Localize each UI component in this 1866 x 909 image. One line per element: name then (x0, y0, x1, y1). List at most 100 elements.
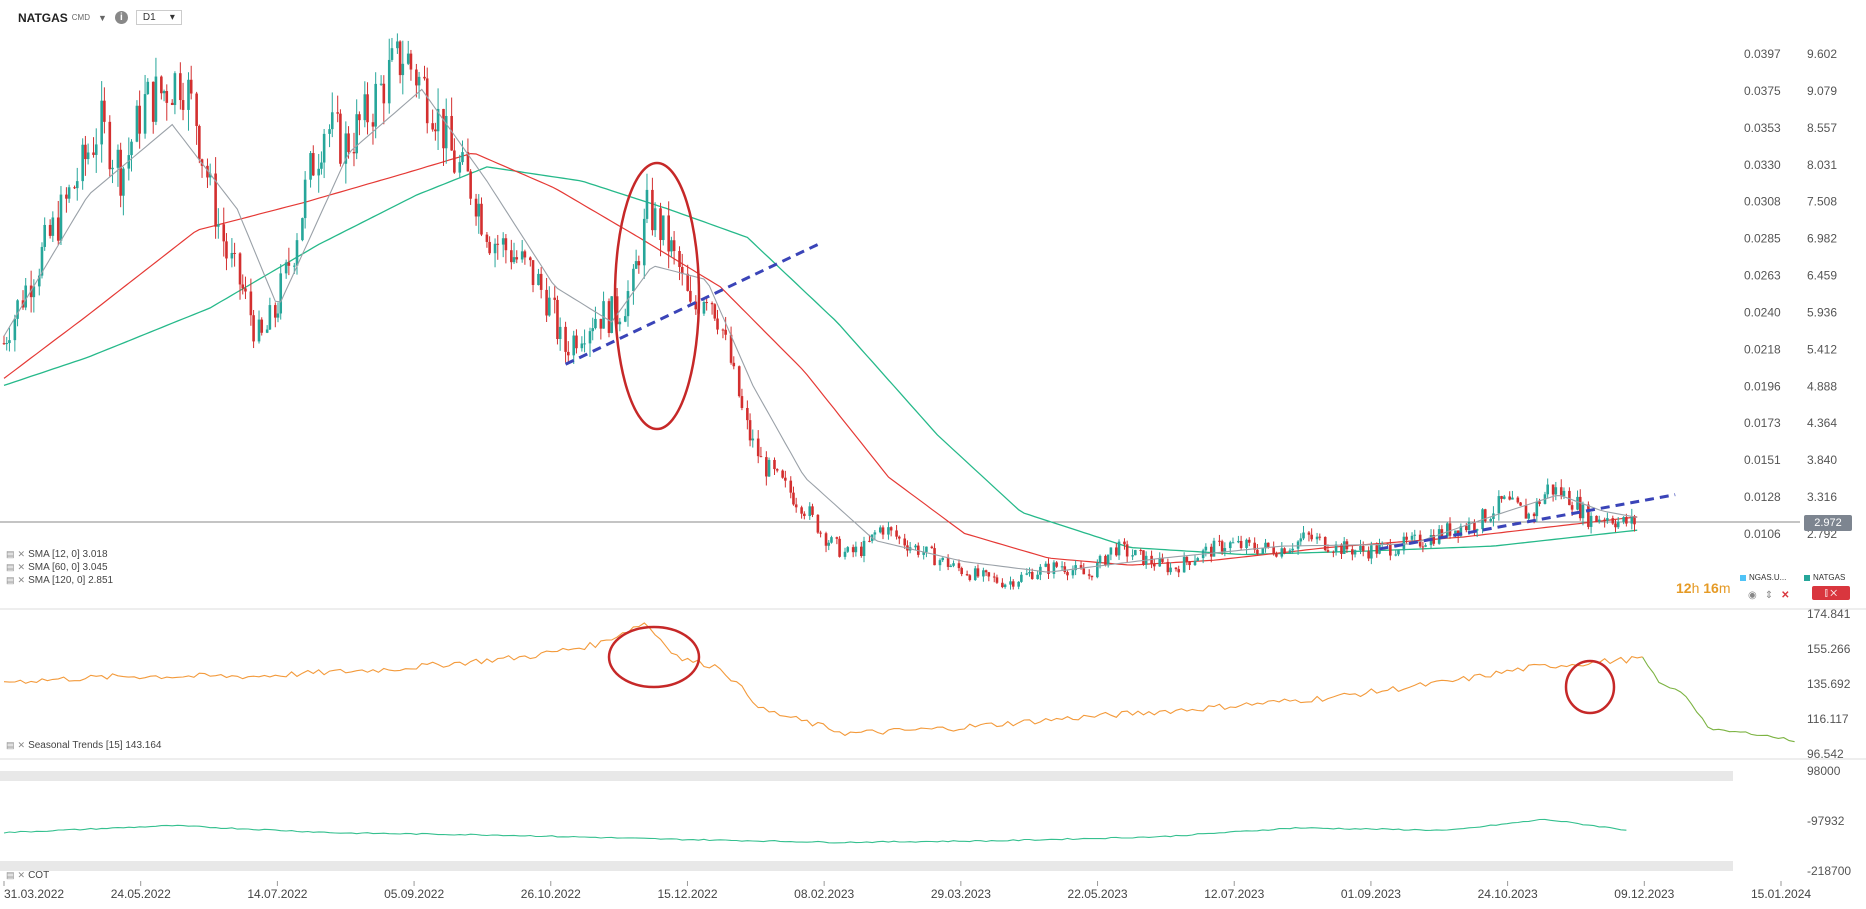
candle-body (670, 240, 673, 252)
cot-band-bottom (0, 861, 1733, 871)
y-tick-label: 8.557 (1807, 121, 1837, 135)
candle-body (1106, 554, 1110, 566)
cot-panel (3, 818, 1627, 844)
close-icon[interactable]: ✕ (17, 575, 26, 585)
candle-body (1511, 497, 1514, 500)
candle-body (1090, 575, 1094, 578)
candle-body (946, 557, 950, 567)
candle-body (523, 251, 527, 258)
y-tick-label: 9.602 (1807, 47, 1837, 61)
candle-body (767, 459, 771, 477)
candle-body (1334, 544, 1338, 553)
candle-body (982, 570, 985, 577)
sort-icon[interactable]: ⇕ (1764, 590, 1774, 601)
candle-body (1570, 505, 1574, 510)
settings-icon[interactable]: ▤ (6, 549, 15, 559)
eye-icon[interactable]: ◉ (1748, 590, 1757, 601)
cot-label[interactable]: ▤ ✕ COT (6, 870, 49, 881)
candle-body (1508, 496, 1512, 500)
candle-body (1185, 556, 1189, 562)
candle-body (1595, 515, 1598, 522)
candle-body (1535, 501, 1539, 517)
candle-body (889, 527, 893, 531)
legend-ngas-text: NGAS.U... (1749, 573, 1787, 582)
candle-body (458, 162, 462, 173)
candle-body (1378, 544, 1381, 554)
current-price-tag: 2.972 (1804, 515, 1852, 531)
candle-body (301, 218, 304, 241)
candle-body (238, 253, 242, 285)
sma120-label[interactable]: ▤ ✕ SMA [120, 0] 2.851 (6, 575, 113, 586)
candle-body (217, 224, 220, 227)
x-tick-label: 14.07.2022 (247, 887, 307, 901)
candle-body (488, 241, 491, 254)
y-tick-label-secondary: 0.0375 (1744, 84, 1781, 98)
candle-body (930, 546, 934, 549)
annotation-ellipse (613, 161, 701, 431)
candle-body (588, 331, 592, 344)
candle-body (328, 129, 331, 134)
candle-body (1223, 548, 1227, 552)
candle-body (1500, 496, 1503, 499)
candle-body (1473, 521, 1476, 531)
candle-body (1597, 519, 1601, 522)
close-icon[interactable]: ✕ (17, 740, 26, 750)
candle-body (602, 301, 605, 329)
y-tick-label: 6.982 (1807, 232, 1837, 246)
candle-body (1237, 540, 1240, 543)
candle-body (678, 251, 681, 267)
y-tick-label: 4.888 (1807, 379, 1837, 393)
settings-icon[interactable]: ▤ (6, 870, 15, 880)
candle-body (632, 268, 635, 292)
candle-body (1622, 517, 1625, 522)
candle-body (705, 301, 708, 304)
candle-body (1139, 550, 1143, 552)
candle-body (466, 152, 470, 172)
sma12-label[interactable]: ▤ ✕ SMA [12, 0] 3.018 (6, 549, 108, 560)
settings-icon[interactable]: ▤ (6, 575, 15, 585)
candle-body (661, 215, 665, 241)
candle-body (1367, 551, 1370, 559)
sma60-label[interactable]: ▤ ✕ SMA [60, 0] 3.045 (6, 562, 108, 573)
seasonal-label[interactable]: ▤ ✕ Seasonal Trends [15] 143.164 (6, 740, 162, 751)
settings-icon[interactable]: ▤ (6, 740, 15, 750)
candle-body (1001, 582, 1004, 588)
candle-body (13, 318, 17, 341)
candle-body (949, 565, 953, 567)
candle-body (1071, 570, 1075, 576)
candle-body (252, 315, 255, 342)
candle-body (1291, 548, 1294, 551)
legend-controls[interactable]: ◉ ⇕ ✕ (1748, 590, 1790, 601)
candle-body (241, 284, 245, 289)
close-icon[interactable]: ✕ (17, 870, 26, 880)
y-tick-label-secondary: 0.0106 (1744, 527, 1781, 541)
grid (0, 521, 1866, 871)
symbol-name[interactable]: NATGAS (18, 10, 68, 25)
timeframe-select[interactable]: D1 ▾ (135, 10, 182, 25)
candle-body (1169, 567, 1172, 573)
close-icon[interactable]: ✕ (17, 562, 26, 572)
candle-body (1115, 547, 1118, 556)
candle-body (225, 241, 228, 259)
candle-body (789, 480, 793, 493)
candle-type-button[interactable]: ⫿ ✕ (1812, 586, 1850, 600)
chevron-down-icon[interactable]: ▼ (98, 12, 107, 23)
candle-body (819, 532, 822, 534)
candle-body (1142, 550, 1145, 565)
y-tick-label-secondary: 0.0308 (1744, 195, 1781, 209)
close-icon[interactable]: ✕ (17, 549, 26, 559)
candle-body (1359, 545, 1362, 551)
seasonal-tick-label: 96.542 (1807, 747, 1844, 761)
candle-body (1568, 490, 1571, 506)
candle-body (1261, 548, 1265, 554)
candle-body (268, 305, 272, 330)
info-icon[interactable]: i (114, 11, 128, 24)
candle-body (1326, 550, 1330, 552)
settings-icon[interactable]: ▤ (6, 562, 15, 572)
candle-body (198, 125, 201, 160)
y-tick-label: 3.840 (1807, 453, 1837, 467)
candle-body (564, 326, 567, 352)
candle-body (1218, 540, 1221, 542)
close-icon[interactable]: ✕ (1781, 590, 1790, 601)
